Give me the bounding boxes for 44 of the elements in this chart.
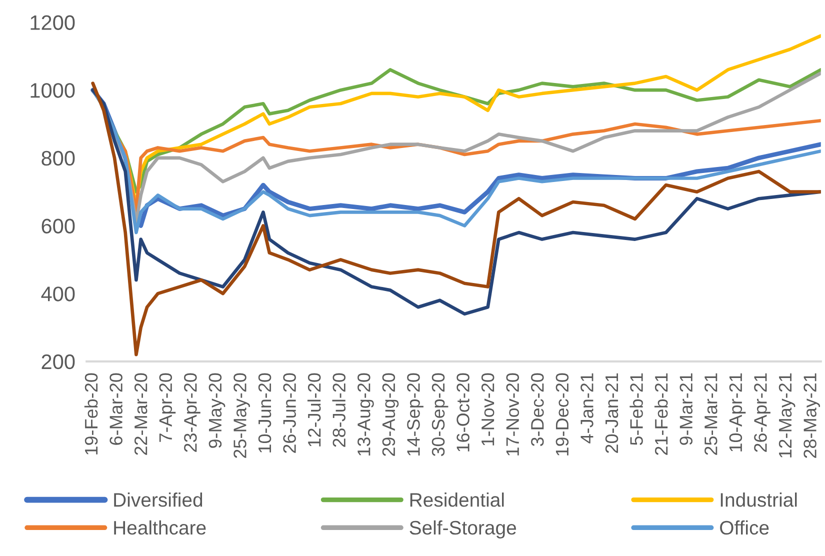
x-tick-label: 28-Jul-20 bbox=[332, 373, 346, 447]
x-tick-label: 25-Mar-21 bbox=[704, 373, 718, 455]
x-tick-label: 19-Feb-20 bbox=[84, 373, 98, 454]
line-series bbox=[91, 88, 821, 316]
x-tick-label: 26-Apr-21 bbox=[754, 373, 770, 452]
x-tick-label: 10-Apr-21 bbox=[729, 373, 746, 452]
x-tick-label: 17-Nov-20 bbox=[506, 373, 520, 456]
x-tick-label: 10-Jun-20 bbox=[258, 373, 272, 452]
y-tick-label: 400 bbox=[41, 286, 75, 302]
legend-label: Diversified bbox=[114, 492, 202, 507]
x-tick-label: 14-Sep-20 bbox=[407, 373, 424, 456]
x-tick-label: 9-Mar-21 bbox=[680, 373, 693, 445]
legend-label: Self-Storage bbox=[410, 520, 516, 538]
x-tick-label: 25-May-20 bbox=[234, 373, 250, 458]
x-tick-label: 28-May-21 bbox=[804, 373, 820, 458]
legend-label: Industrial bbox=[720, 492, 797, 507]
x-tick-label: 3-Dec-20 bbox=[531, 373, 544, 446]
line-series bbox=[91, 82, 821, 356]
legend-label: Residential bbox=[410, 492, 504, 507]
x-tick-label: 9-May-20 bbox=[208, 373, 226, 448]
x-tick-label: 7-Apr-20 bbox=[159, 373, 176, 442]
x-tick-label: 1-Nov-20 bbox=[481, 373, 494, 446]
x-tick-label: 6-Mar-20 bbox=[110, 373, 122, 445]
legend-label: Office bbox=[720, 520, 769, 535]
x-tick-label: 30-Sep-20 bbox=[432, 373, 448, 456]
x-tick-label: 21-Feb-21 bbox=[654, 373, 668, 455]
x-tick-label: 20-Jan-21 bbox=[605, 373, 618, 453]
y-tick-label: 200 bbox=[42, 354, 75, 370]
x-tick-label: 22-Mar-20 bbox=[134, 373, 148, 455]
x-tick-label: 23-Apr-20 bbox=[184, 373, 200, 452]
legend-label: Healthcare bbox=[114, 520, 206, 535]
x-tick-label: 26-Jun-20 bbox=[283, 373, 296, 453]
x-tick-label: 16-Oct-20 bbox=[456, 373, 470, 452]
x-tick-label: 12-May-21 bbox=[778, 373, 796, 458]
y-tick-label: 800 bbox=[42, 150, 75, 166]
x-tick-label: 12-Jul-20 bbox=[307, 373, 321, 446]
y-tick-label: 1000 bbox=[30, 83, 75, 98]
x-tick-label: 19-Dec-20 bbox=[556, 373, 569, 456]
y-tick-label: 600 bbox=[42, 218, 75, 234]
x-tick-label: 4-Jan-21 bbox=[580, 373, 594, 444]
y-tick-label: 1200 bbox=[30, 15, 75, 30]
x-tick-label: 5-Feb-21 bbox=[630, 373, 643, 446]
x-tick-label: 13-Aug-20 bbox=[358, 373, 374, 456]
x-tick-label: 29-Aug-20 bbox=[382, 373, 399, 456]
